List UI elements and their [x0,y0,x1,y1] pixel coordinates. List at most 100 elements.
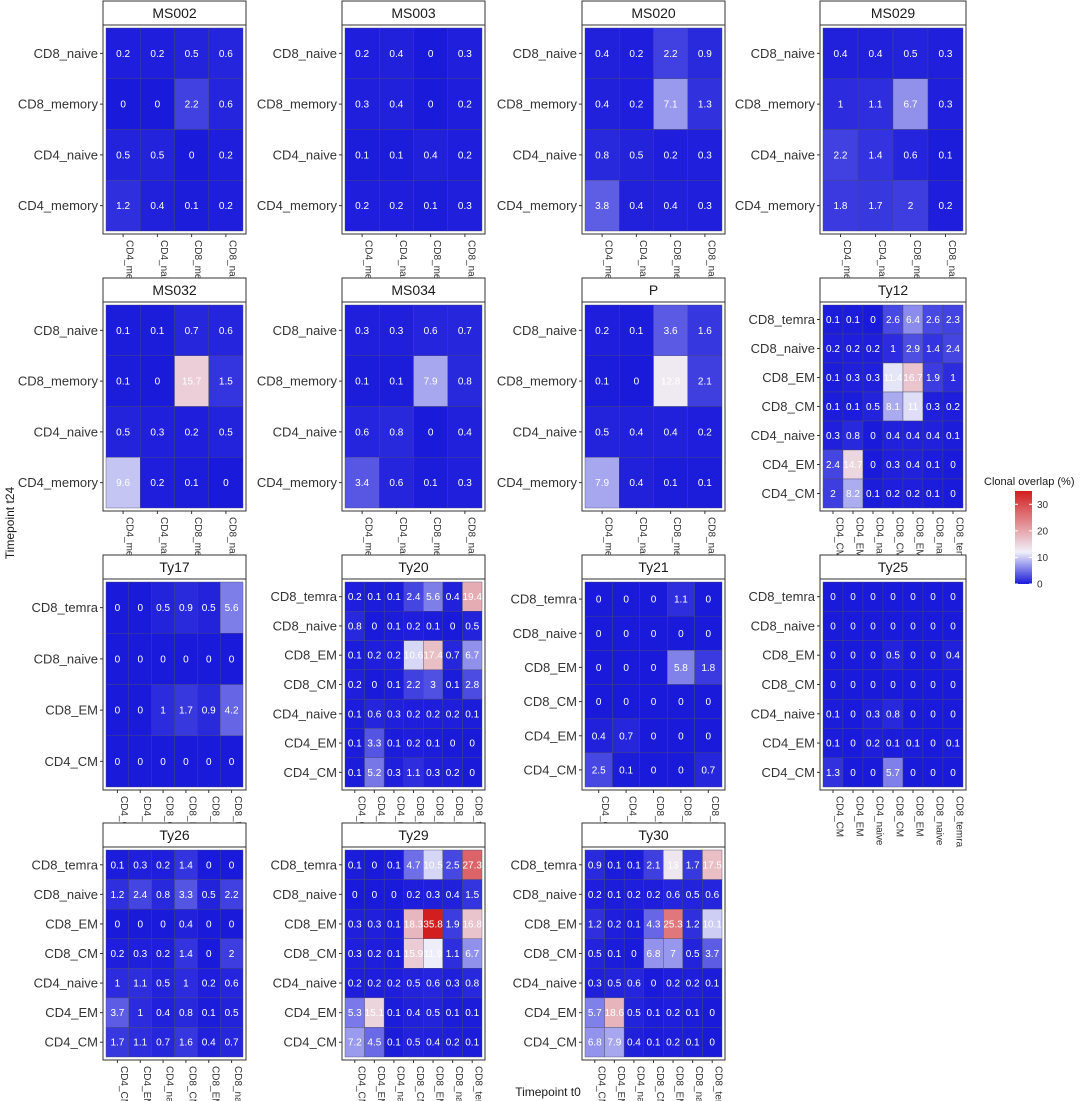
heatmap-cell [208,457,244,509]
cell-value-label: 0.5 [150,150,164,161]
cell-value-label: 1.7 [110,1038,124,1049]
heatmap-cell [927,27,964,79]
heatmap-cell [667,752,695,788]
cell-value-label: 0.2 [219,201,233,212]
cell-value-label: 0 [678,697,684,708]
cell-value-label: 0 [930,680,936,691]
cell-value-label: 0.2 [607,919,621,930]
cell-value-label: 0 [930,592,936,603]
heatmap-cell [219,1027,244,1058]
cell-value-label: 0.8 [465,979,479,990]
y-tick-label: CD8_EM [45,916,98,931]
y-tick-label: CD4_memory [257,475,338,490]
cell-value-label: 0.4 [664,427,678,438]
cell-value-label: 0 [596,663,602,674]
cell-value-label: 0.1 [348,651,362,662]
cell-value-label: 0.3 [355,100,369,111]
cell-value-label: 0.8 [595,150,609,161]
heatmap-cell [413,406,448,458]
cell-value-label: 1.9 [446,919,460,930]
y-tick-label: CD8_memory [497,374,578,389]
cell-value-label: 0.5 [116,150,130,161]
y-tick-label: CD4_EM [45,1005,98,1020]
cell-value-label: 16.7 [903,373,923,384]
cell-value-label: 0.3 [698,150,712,161]
heatmap-cell [892,180,929,232]
cell-value-label: 0.1 [387,1038,401,1049]
cell-value-label: 0.2 [866,344,880,355]
heatmap-cell [822,27,859,79]
cell-value-label: 0 [678,731,684,742]
y-tick-label: CD4_memory [497,198,578,213]
cell-value-label: 0.3 [446,979,460,990]
cell-value-label: 0.3 [387,709,401,720]
heatmap-cell [344,457,380,509]
cell-value-label: 7.9 [607,1038,621,1049]
cell-value-label: 4.2 [225,706,239,717]
heatmap-cell [140,304,175,356]
y-tick-label: CD8_naive [751,341,815,356]
y-tick-label: CD4_CM [524,1035,577,1050]
x-tick-label: CD8_memory [192,240,203,302]
cell-value-label: 0.1 [926,460,940,471]
x-tick-label: CD8_naive [226,240,237,290]
cell-value-label: 0 [870,592,876,603]
cell-value-label: 0.1 [946,431,960,442]
cell-value-label: 0.1 [387,739,401,750]
heatmap-cell [174,27,209,79]
cell-value-label: 0.2 [387,979,401,990]
heatmap-cell [208,304,244,356]
cell-value-label: 0 [115,919,121,930]
heatmap-cell [892,27,929,79]
cell-value-label: 4.7 [407,860,421,871]
cell-value-label: 2 [830,489,836,500]
cell-value-label: 0 [229,654,235,665]
cell-value-label: 0.8 [389,427,403,438]
y-tick-label: CD8_naive [34,887,98,902]
panel-strip [581,0,726,26]
heatmap-cell [447,27,483,79]
panel-strip [102,277,247,303]
cell-value-label: 0.2 [367,979,381,990]
cell-value-label: 1.4 [179,860,193,871]
panel-ty29: Ty29 0.1 0 0.1 4.7 10.5 2.5 27.3 0 0 0 0.2 0.3 0.4 1.5… [271,822,486,1101]
cell-value-label: 0.8 [846,431,860,442]
cell-value-label: 1.8 [701,663,715,674]
cell-value-label: 0.1 [886,739,900,750]
heatmap-cell [174,355,209,407]
panel-strip [819,0,967,26]
cell-value-label: 0.1 [389,150,403,161]
cell-value-label: 2.6 [926,315,940,326]
cell-value-label: 1.6 [698,326,712,337]
cell-value-label: 0 [206,757,212,768]
cell-value-label: 0.1 [387,860,401,871]
x-tick-label: CD4_naive [397,517,408,567]
cell-value-label: 0.1 [116,377,130,388]
cell-value-label: 15.7 [182,377,202,388]
heatmap-cell [653,355,688,407]
cell-value-label: 0 [206,654,212,665]
cell-value-label: 0.4 [426,1038,440,1049]
cell-value-label: 0 [850,739,856,750]
cell-value-label: 2.4 [826,460,840,471]
cell-value-label: 0.2 [595,326,609,337]
cell-value-label: 0.4 [906,431,920,442]
cell-value-label: 0.2 [367,651,381,662]
cell-value-label: 0.3 [133,949,147,960]
cell-value-label: 0.6 [355,427,369,438]
cell-value-label: 0 [223,478,229,489]
cell-value-label: 0 [469,768,475,779]
y-tick-label: CD8_CM [284,677,337,692]
x-tick-label: CD8_memory [192,517,203,579]
y-tick-label: CD8_temra [271,857,338,872]
cell-value-label: 0.1 [110,860,124,871]
x-tick-label: CD8_temra [954,517,965,569]
cell-value-label: 15.1 [365,1008,385,1019]
cell-value-label: 6.4 [906,315,920,326]
heatmap-cell [619,78,654,130]
cell-value-label: 0 [120,100,126,111]
cell-value-label: 0.1 [367,592,381,603]
heatmap-cell [140,180,175,232]
cell-value-label: 0.2 [666,979,680,990]
heatmap-cell [822,78,859,130]
